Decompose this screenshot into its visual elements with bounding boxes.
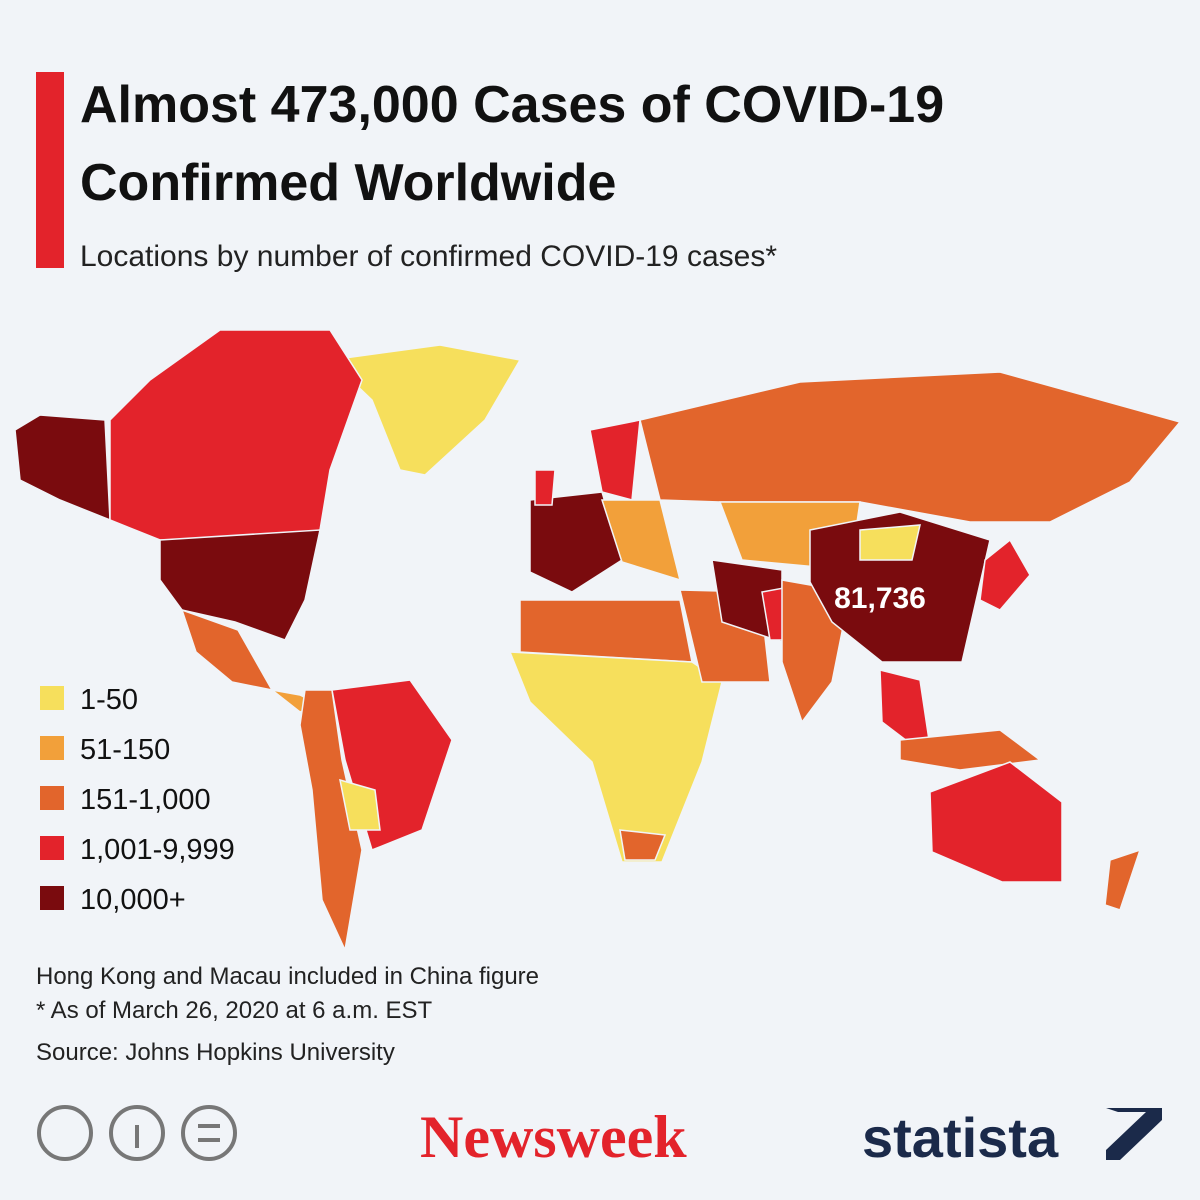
country-region <box>529 491 623 593</box>
legend-label: 151-1,000 <box>80 784 211 816</box>
legend-label: 1-50 <box>80 684 138 716</box>
country-region <box>328 344 522 476</box>
country-region <box>979 538 1031 611</box>
country-region <box>159 529 321 641</box>
country-region <box>180 608 274 692</box>
country-region <box>519 599 693 663</box>
note: Hong Kong and Macau included in China fi… <box>36 963 539 990</box>
source: Source: Johns Hopkins University <box>36 1039 395 1066</box>
country-region <box>1104 848 1142 911</box>
country-region <box>929 761 1063 883</box>
legend-swatch <box>40 686 64 710</box>
brand-logo: statista <box>862 1106 1059 1169</box>
country-region <box>600 499 682 582</box>
legend-swatch <box>40 736 64 760</box>
legend-swatch <box>40 836 64 860</box>
title-line: Almost 473,000 Cases of COVID-19 <box>80 76 944 134</box>
country-region <box>809 511 991 663</box>
country-region <box>619 829 667 861</box>
country-region <box>339 778 381 831</box>
map-annotation: 81,736 <box>834 582 926 615</box>
note: * As of March 26, 2020 at 6 a.m. EST <box>36 997 433 1024</box>
legend-swatch <box>40 786 64 810</box>
legend-label: 51-150 <box>80 734 170 766</box>
subtitle: Locations by number of confirmed COVID-1… <box>80 240 777 273</box>
legend-swatch <box>40 886 64 910</box>
license-icons <box>37 1105 237 1161</box>
country-region <box>639 371 1182 523</box>
accent-bar <box>36 72 64 268</box>
country-region <box>109 329 363 541</box>
legend-label: 1,001-9,999 <box>80 834 235 866</box>
brand-logo: Newsweek <box>420 1104 687 1170</box>
title-line: Confirmed Worldwide <box>80 154 616 212</box>
country-region <box>299 689 363 953</box>
country-region <box>534 469 556 506</box>
country-region <box>859 524 921 561</box>
legend: 1-50 51-150 151-1,000 1,001-9,999 10,000+ <box>40 684 235 916</box>
world-map <box>14 329 1182 953</box>
brand-icon <box>1106 1108 1162 1160</box>
legend-label: 10,000+ <box>80 884 186 916</box>
